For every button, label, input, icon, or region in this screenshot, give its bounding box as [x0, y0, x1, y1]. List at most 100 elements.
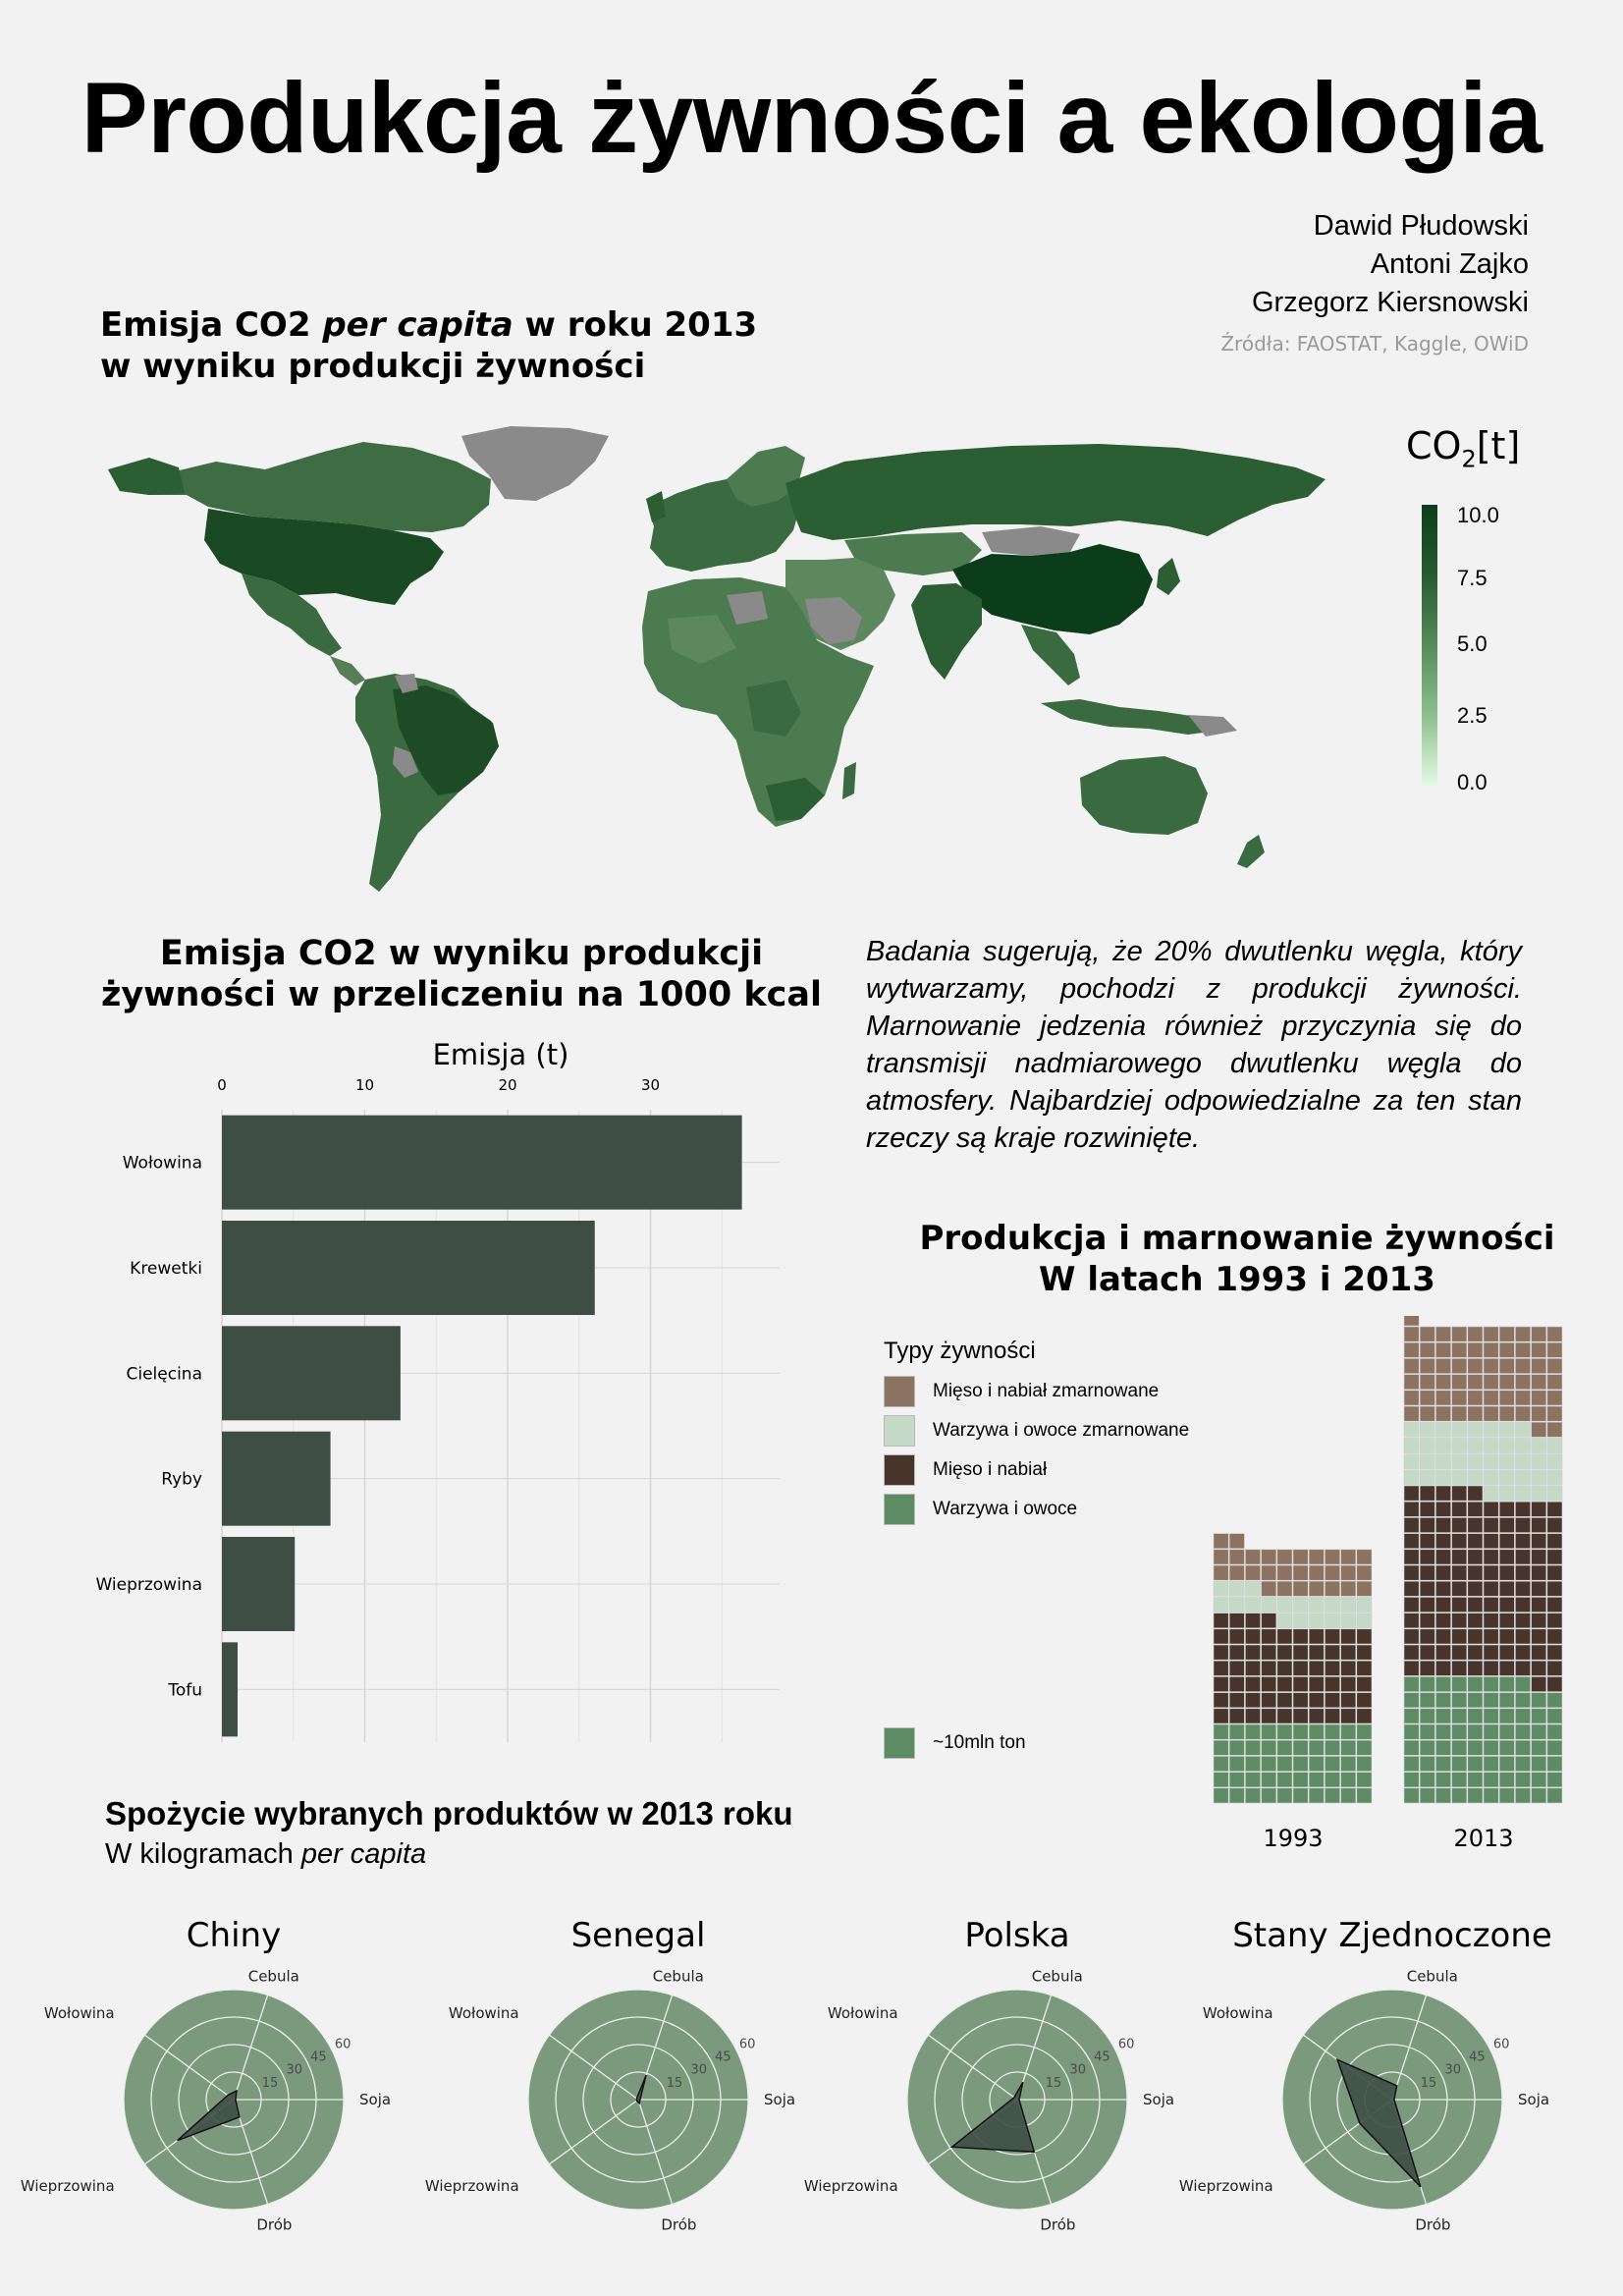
waffle-cell: [1325, 1644, 1340, 1661]
waffle-cell: [1213, 1628, 1229, 1645]
waffle-cell: [1245, 1708, 1261, 1724]
waffle-cell: [1498, 1676, 1515, 1692]
radar-spoke: [549, 2034, 639, 2101]
waffle-cell: [1483, 1469, 1499, 1486]
waffle-cell: [1340, 1564, 1357, 1581]
waffle-cell: [1308, 1628, 1325, 1645]
legend-label: Mięso i nabiał: [933, 1459, 1048, 1480]
waffle-cell: [1483, 1660, 1499, 1676]
map-region-papua: [1188, 715, 1237, 737]
waffle-cell: [1435, 1374, 1451, 1391]
bar-category-label: Wołowina: [123, 1154, 202, 1174]
radar-charts: Chiny 15 30 45 60 Cebula Soja Drób Wieprzowina Wo…: [21, 1916, 1552, 2233]
bar-category-label: Tofu: [167, 1680, 202, 1700]
waffle-cell: [1340, 1787, 1357, 1804]
waffle-cell: [1498, 1756, 1515, 1772]
waffle-cell: [1403, 1374, 1420, 1391]
waffle-cell: [1435, 1580, 1451, 1597]
waffle-legend-item: Mięso i nabiał zmarnowane: [884, 1375, 1159, 1408]
waffle-cell: [1531, 1628, 1547, 1645]
waffle-cell: [1546, 1676, 1563, 1692]
radar-axis-label: Soja: [764, 2091, 795, 2108]
waffle-cell: [1276, 1628, 1293, 1645]
waffle-cell: [1483, 1421, 1499, 1438]
map-region-new-zealand: [1237, 835, 1265, 868]
waffle-cell: [1261, 1549, 1277, 1565]
map-region-greenland: [461, 426, 609, 501]
radar-axis-label: Wieprzowina: [1179, 2177, 1273, 2195]
waffle-cell: [1483, 1405, 1499, 1422]
waffle-cell: [1356, 1580, 1373, 1597]
waffle-cell: [1451, 1421, 1468, 1438]
waffle-cell: [1403, 1549, 1420, 1565]
waffle-cell: [1403, 1421, 1420, 1438]
waffle-cell: [1451, 1341, 1468, 1358]
waffle-cell: [1340, 1644, 1357, 1661]
map-legend-title: CO2[t]: [1406, 424, 1520, 473]
waffle-cell: [1228, 1580, 1245, 1597]
waffle-cell: [1308, 1564, 1325, 1581]
waffle-cell: [1356, 1549, 1373, 1565]
waffle-cell: [1451, 1756, 1468, 1772]
waffle-cell: [1483, 1390, 1499, 1406]
waffle-cell: [1403, 1723, 1420, 1740]
waffle-cell: [1261, 1660, 1277, 1676]
radar-axis-label: Wołowina: [828, 2004, 898, 2022]
waffle-cell: [1515, 1533, 1531, 1550]
waffle-cell: [1498, 1739, 1515, 1756]
waffle-cell: [1276, 1644, 1293, 1661]
waffle-cell: [1498, 1374, 1515, 1391]
waffle-cell: [1308, 1644, 1325, 1661]
waffle-cell: [1483, 1374, 1499, 1391]
consumption-subtitle: W kilogramach per capita: [105, 1838, 426, 1871]
waffle-cell: [1546, 1485, 1563, 1502]
waffle-cell: [1435, 1628, 1451, 1645]
waffle-cell: [1546, 1613, 1563, 1629]
bar-x-tick-label: 0: [217, 1076, 227, 1094]
waffle-cell: [1419, 1739, 1435, 1756]
waffle-cell: [1451, 1326, 1468, 1342]
waffle-cell: [1292, 1692, 1309, 1709]
waffle-cell: [1451, 1676, 1468, 1692]
waffle-cell: [1340, 1597, 1357, 1613]
waffle-cell: [1245, 1756, 1261, 1772]
waffle-cell: [1515, 1485, 1531, 1502]
waffle-cell: [1292, 1676, 1309, 1692]
waffle-cell: [1483, 1628, 1499, 1645]
waffle-cell: [1483, 1644, 1499, 1661]
waffle-cell: [1276, 1787, 1293, 1804]
waffle-cell: [1213, 1756, 1229, 1772]
waffle-cell: [1467, 1628, 1484, 1645]
waffle-cell: [1261, 1723, 1277, 1740]
map-region-russia: [785, 444, 1325, 540]
waffle-cell: [1498, 1485, 1515, 1502]
waffle-cell: [1228, 1564, 1245, 1581]
bar-1: [222, 1115, 742, 1210]
waffle-cell: [1308, 1676, 1325, 1692]
waffle-cell: [1546, 1692, 1563, 1709]
waffle-cell: [1515, 1374, 1531, 1391]
waffle-cell: [1419, 1723, 1435, 1740]
waffle-cell: [1419, 1374, 1435, 1391]
waffle-cell: [1498, 1723, 1515, 1740]
waffle-cell: [1213, 1708, 1229, 1724]
waffle-cell: [1451, 1723, 1468, 1740]
consumption-subtitle-part1: W kilogramach: [105, 1838, 301, 1870]
waffle-cell: [1419, 1597, 1435, 1613]
waffle-cell: [1228, 1549, 1245, 1565]
waffle-cell: [1498, 1533, 1515, 1550]
waffle-cell: [1515, 1692, 1531, 1709]
waffle-cell: [1546, 1580, 1563, 1597]
waffle-cell: [1531, 1421, 1547, 1438]
waffle-cell: [1483, 1533, 1499, 1550]
waffle-cell: [1435, 1739, 1451, 1756]
waffle-cell: [1325, 1676, 1340, 1692]
waffle-cell: [1213, 1723, 1229, 1740]
waffle-chart: 1993 2013: [1213, 1316, 1563, 1852]
radar-axis-label: Wołowina: [449, 2004, 519, 2022]
waffle-cell: [1276, 1739, 1293, 1756]
waffle-cell: [1451, 1564, 1468, 1581]
waffle-cell: [1419, 1469, 1435, 1486]
waffle-cell: [1435, 1597, 1451, 1613]
waffle-cell: [1213, 1739, 1229, 1756]
